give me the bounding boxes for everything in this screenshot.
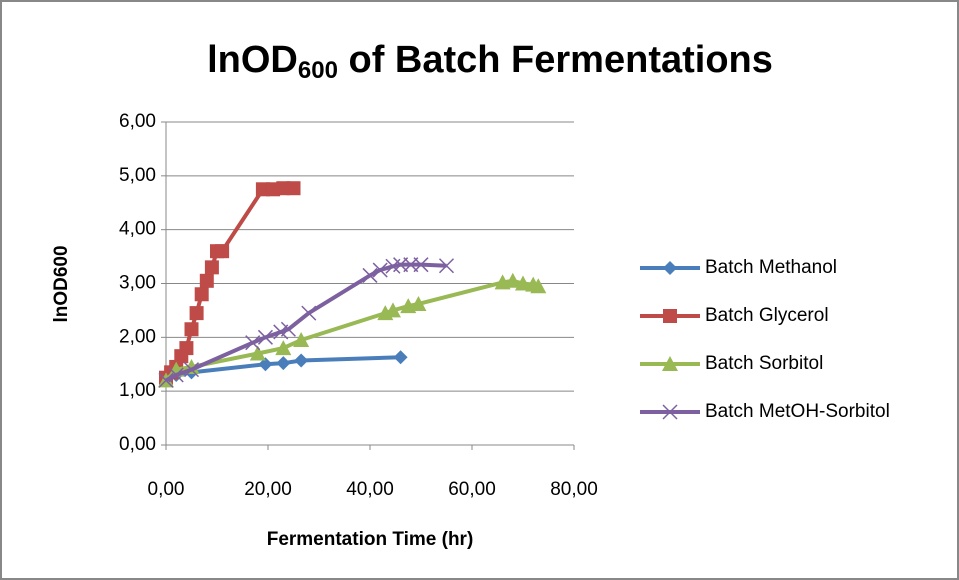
marker [384, 302, 401, 318]
x-axis-label: Fermentation Time (hr) [267, 529, 474, 550]
marker [183, 362, 200, 378]
marker [276, 356, 291, 371]
marker [413, 257, 429, 273]
marker [362, 267, 378, 283]
marker [245, 335, 261, 351]
marker [199, 273, 214, 288]
marker [286, 181, 301, 196]
marker [275, 340, 292, 356]
x-tick-label: 60,00 [448, 479, 496, 500]
y-tick-label: 0,00 [119, 434, 156, 455]
marker [663, 261, 677, 275]
marker [280, 321, 296, 337]
title-main: lnOD [207, 39, 298, 81]
marker [663, 309, 677, 323]
marker [215, 244, 230, 259]
marker [158, 372, 174, 388]
legend-label: Batch MetOH-Sorbitol [705, 401, 890, 422]
x-tick-label: 0,00 [148, 479, 185, 500]
legend-label: Batch Glycerol [705, 305, 829, 326]
marker [194, 287, 209, 302]
y-tick-label: 2,00 [119, 326, 156, 347]
marker [184, 322, 199, 337]
y-axis-label: lnOD600 [51, 245, 72, 322]
y-tick-label: 3,00 [119, 273, 156, 294]
marker [504, 272, 521, 288]
y-tick-label: 6,00 [119, 111, 156, 132]
marker [204, 260, 219, 275]
y-tick-label: 5,00 [119, 165, 156, 186]
x-tick-label: 40,00 [346, 479, 394, 500]
marker [662, 356, 678, 371]
marker [294, 353, 309, 368]
x-tick-label: 80,00 [550, 479, 598, 500]
marker [179, 341, 194, 356]
marker [257, 329, 273, 345]
x-tick-label: 20,00 [244, 479, 292, 500]
marker [662, 404, 678, 420]
marker [393, 350, 408, 365]
marker [372, 262, 388, 278]
marker [189, 306, 204, 321]
marker [410, 295, 427, 311]
y-tick-label: 1,00 [119, 380, 156, 401]
marker [258, 357, 273, 372]
marker [249, 345, 266, 361]
title-subscript: 600 [298, 57, 338, 84]
marker [438, 258, 455, 274]
marker [301, 305, 317, 321]
marker [168, 367, 184, 383]
marker [515, 275, 531, 291]
legend-label: Batch Methanol [705, 257, 837, 278]
marker [530, 278, 547, 294]
y-tick-label: 4,00 [119, 219, 156, 240]
title-rest: of Batch Fermentations [338, 39, 773, 81]
marker [293, 332, 310, 348]
chart-title: lnOD600 of Batch Fermentations [207, 39, 773, 84]
legend-label: Batch Sorbitol [705, 353, 823, 374]
